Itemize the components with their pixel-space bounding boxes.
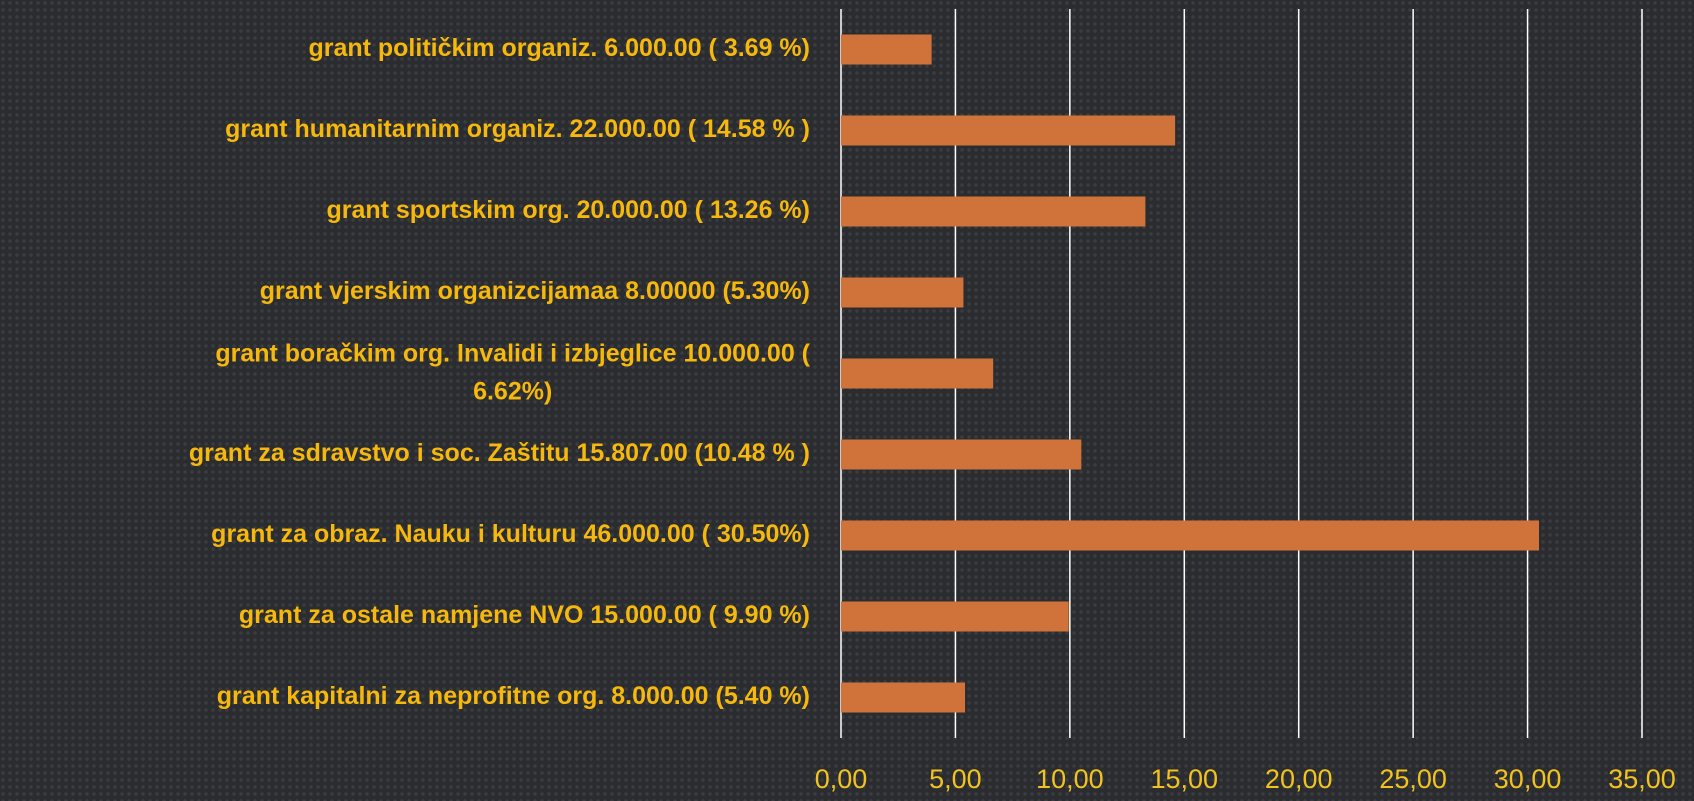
y-tick-label: grant za sdravstvo i soc. Zaštitu 15.807… <box>189 439 810 467</box>
bar <box>841 115 1176 146</box>
bar <box>841 358 994 389</box>
bar <box>841 601 1069 632</box>
x-tick-label: 20,00 <box>1265 764 1333 794</box>
x-tick-label: 30,00 <box>1494 764 1562 794</box>
bar <box>841 682 966 713</box>
y-tick-label: grant političkim organiz. 6.000.00 ( 3.6… <box>308 34 810 62</box>
bar <box>841 196 1146 227</box>
x-tick-label: 35,00 <box>1608 764 1676 794</box>
bar <box>841 520 1540 551</box>
y-tick-label: grant sportskim org. 20.000.00 ( 13.26 %… <box>326 196 810 224</box>
x-tick-label: 15,00 <box>1150 764 1218 794</box>
x-tick-label: 0,00 <box>815 764 868 794</box>
bar <box>841 439 1082 470</box>
y-tick-label: grant boračkim org. Invalidi i izbjeglic… <box>215 339 810 405</box>
label-line: grant boračkim org. Invalidi i izbjeglic… <box>215 339 810 367</box>
y-tick-label: grant humanitarnim organiz. 22.000.00 ( … <box>225 115 810 143</box>
x-tick-label: 5,00 <box>929 764 982 794</box>
x-tick-label: 10,00 <box>1036 764 1104 794</box>
label-line: 6.62%) <box>473 377 552 405</box>
bar <box>841 277 964 308</box>
y-tick-label: grant kapitalni za neprofitne org. 8.000… <box>217 682 810 710</box>
y-tick-label: grant vjerskim organizcijamaa 8.00000 (5… <box>260 277 810 305</box>
y-tick-label: grant za obraz. Nauku i kulturu 46.000.0… <box>211 520 810 548</box>
bar <box>841 34 932 65</box>
x-tick-label: 25,00 <box>1379 764 1447 794</box>
y-tick-label: grant za ostale namjene NVO 15.000.00 ( … <box>239 601 810 629</box>
